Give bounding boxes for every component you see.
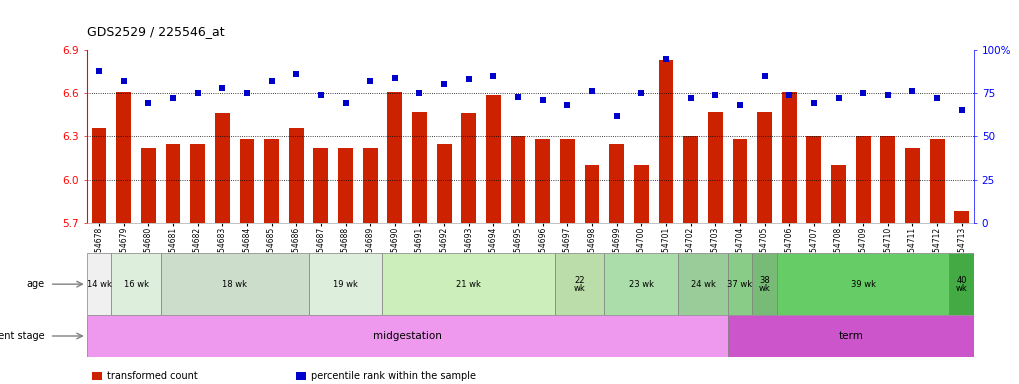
Bar xyxy=(727,315,973,357)
Text: 18 wk: 18 wk xyxy=(222,280,247,289)
Bar xyxy=(92,128,106,223)
Bar xyxy=(215,113,229,223)
Text: 21 wk: 21 wk xyxy=(455,280,481,289)
Bar xyxy=(313,148,328,223)
Bar xyxy=(732,139,747,223)
Bar xyxy=(830,165,845,223)
Text: 23 wk: 23 wk xyxy=(628,280,653,289)
Bar xyxy=(756,112,771,223)
Bar xyxy=(707,112,721,223)
Bar xyxy=(584,165,599,223)
Bar xyxy=(337,148,353,223)
Text: 16 wk: 16 wk xyxy=(123,280,149,289)
Text: GDS2529 / 225546_at: GDS2529 / 225546_at xyxy=(87,25,224,38)
Text: 38
wk: 38 wk xyxy=(758,275,769,293)
Text: 22
wk: 22 wk xyxy=(574,275,585,293)
Bar xyxy=(308,253,382,315)
Bar xyxy=(904,148,919,223)
Bar xyxy=(678,253,727,315)
Bar xyxy=(781,92,796,223)
Bar xyxy=(436,144,451,223)
Bar xyxy=(633,165,648,223)
Bar xyxy=(190,144,205,223)
Bar xyxy=(535,139,549,223)
Bar xyxy=(949,253,973,315)
Text: midgestation: midgestation xyxy=(372,331,441,341)
Bar xyxy=(382,253,554,315)
Bar xyxy=(264,139,278,223)
Bar xyxy=(161,253,308,315)
Bar xyxy=(776,253,949,315)
Bar xyxy=(116,92,131,223)
Bar xyxy=(165,144,180,223)
Text: 19 wk: 19 wk xyxy=(333,280,358,289)
Text: transformed count: transformed count xyxy=(107,371,198,381)
Text: 37 wk: 37 wk xyxy=(727,280,752,289)
Bar xyxy=(141,148,156,223)
Text: 39 wk: 39 wk xyxy=(850,280,875,289)
Text: age: age xyxy=(26,279,45,289)
Bar xyxy=(461,113,476,223)
Bar xyxy=(683,136,697,223)
Bar xyxy=(658,60,673,223)
Bar xyxy=(412,112,426,223)
Text: 24 wk: 24 wk xyxy=(690,280,714,289)
Bar xyxy=(239,139,254,223)
Bar xyxy=(954,211,968,223)
Bar xyxy=(928,139,944,223)
Text: term: term xyxy=(838,331,862,341)
Bar xyxy=(879,136,895,223)
Bar xyxy=(387,92,401,223)
Bar xyxy=(511,136,525,223)
Bar xyxy=(559,139,575,223)
Bar xyxy=(554,253,603,315)
Bar xyxy=(288,128,304,223)
Text: percentile rank within the sample: percentile rank within the sample xyxy=(311,371,476,381)
Bar xyxy=(608,144,624,223)
Bar xyxy=(363,148,377,223)
Bar xyxy=(751,253,776,315)
Text: development stage: development stage xyxy=(0,331,45,341)
Bar xyxy=(603,253,678,315)
Bar xyxy=(87,315,727,357)
Bar xyxy=(727,253,751,315)
Bar xyxy=(806,136,820,223)
Bar xyxy=(855,136,869,223)
Text: 40
wk: 40 wk xyxy=(955,275,967,293)
Bar xyxy=(111,253,161,315)
Bar xyxy=(87,253,111,315)
Text: 14 wk: 14 wk xyxy=(87,280,111,289)
Bar xyxy=(485,94,500,223)
